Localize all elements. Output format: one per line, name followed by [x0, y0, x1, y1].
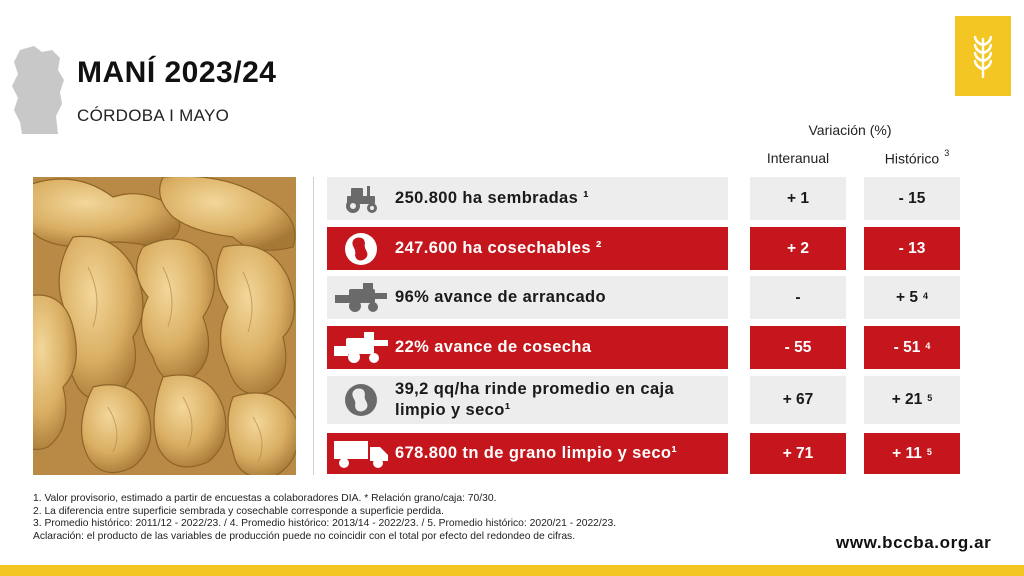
row-label-text: 250.800 ha sembradas ¹ [395, 189, 590, 207]
cell-historico-value: - 15 [898, 189, 926, 207]
cell-historico-value: - 51 [893, 338, 921, 356]
peanut-icon [327, 383, 395, 417]
row-label-text: 247.600 ha cosechables ² [395, 239, 602, 257]
footnote-ref: 5 [926, 446, 932, 457]
cell-historico: + 5 4 [864, 276, 960, 319]
peanuts-photo [33, 177, 296, 475]
footnote-3: 3. Promedio histórico: 2011/12 - 2022/23… [33, 518, 617, 529]
logo [955, 16, 1011, 96]
column-header-interanual: Interanual [766, 150, 830, 166]
harvester-icon [327, 282, 395, 313]
cell-historico: - 13 [864, 227, 960, 270]
page-title: MANÍ 2023/24 [77, 56, 277, 89]
cell-historico: - 15 [864, 177, 960, 220]
row-label-text: 96% avance de arrancado [395, 288, 606, 306]
cell-interanual: - 55 [750, 326, 846, 369]
footnote-4: Aclaración: el producto de las variables… [33, 530, 576, 542]
cell-interanual-value: - [795, 288, 801, 306]
variation-title: Variación (%) [808, 122, 892, 138]
footnote-1: 1. Valor provisorio, estimado a partir d… [33, 493, 497, 504]
bottom-bar [0, 565, 1024, 576]
row-label: 96% avance de arrancado [327, 276, 728, 319]
cell-interanual-value: + 71 [782, 444, 814, 462]
cell-interanual: - [750, 276, 846, 319]
cell-historico: + 11 5 [864, 433, 960, 474]
cell-interanual-value: + 2 [787, 239, 809, 257]
row-label: 39,2 qq/ha rinde promedio en caja limpio… [327, 376, 728, 424]
column-header-historico-label: Histórico [884, 150, 940, 167]
row-label-text: 678.800 tn de grano limpio y seco¹ [395, 444, 678, 462]
divider [313, 177, 314, 475]
row-label: 22% avance de cosecha [327, 326, 728, 369]
cell-historico-value: + 11 [892, 444, 922, 462]
cell-interanual-value: + 1 [787, 189, 809, 207]
truck-icon [327, 439, 395, 469]
cell-interanual: + 2 [750, 227, 846, 270]
combine-icon [327, 331, 395, 364]
row-label-text: 39,2 qq/ha rinde promedio en caja limpio… [395, 380, 675, 419]
row-label: 678.800 tn de grano limpio y seco¹ [327, 433, 728, 474]
row-label-text: 22% avance de cosecha [395, 338, 592, 356]
footnote-ref: 3 [944, 148, 950, 158]
cell-historico: + 21 5 [864, 376, 960, 424]
cell-interanual-value: + 67 [782, 391, 814, 408]
column-header-historico: Histórico 3 [862, 148, 972, 167]
tractor-icon [327, 184, 395, 214]
cell-interanual: + 67 [750, 376, 846, 424]
footnote-ref: 5 [927, 393, 933, 403]
website-url[interactable]: www.bccba.org.ar [836, 533, 992, 552]
footnotes: 1. Valor provisorio, estimado a partir d… [33, 493, 616, 543]
cell-interanual: + 71 [750, 433, 846, 474]
footnote-ref: 4 [925, 340, 931, 351]
cell-historico-value: + 21 [891, 391, 923, 408]
cordoba-map-icon [12, 46, 64, 134]
footnote-ref: 4 [922, 290, 928, 301]
row-label: 247.600 ha cosechables ² [327, 227, 728, 270]
cell-interanual-value: - 55 [784, 338, 812, 356]
page-subtitle: CÓRDOBA I MAYO [77, 106, 230, 125]
cell-historico-value: - 13 [898, 239, 926, 257]
cell-historico-value: + 5 [896, 288, 918, 306]
peanut-icon [327, 232, 395, 266]
row-label: 250.800 ha sembradas ¹ [327, 177, 728, 220]
footnote-2: 2. La diferencia entre superficie sembra… [33, 505, 444, 517]
cell-interanual: + 1 [750, 177, 846, 220]
cell-historico: - 51 4 [864, 326, 960, 369]
wheat-icon [973, 35, 993, 79]
